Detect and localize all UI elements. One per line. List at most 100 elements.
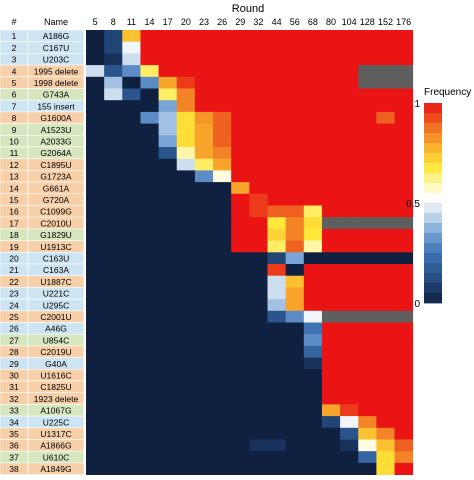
heatmap-cell <box>321 287 341 300</box>
heatmap-cell <box>267 369 287 382</box>
heatmap-cell <box>376 65 395 78</box>
heatmap-cell <box>249 88 268 101</box>
heatmap-cell <box>140 123 159 136</box>
colorbar-swatch <box>424 123 442 134</box>
heatmap-cell <box>213 416 232 429</box>
heatmap-cell <box>394 240 414 253</box>
heatmap-cell <box>176 100 196 113</box>
heatmap-cell <box>249 123 268 136</box>
heatmap-cell <box>104 147 123 160</box>
heatmap-cell <box>213 299 232 312</box>
heatmap-cell <box>104 334 123 347</box>
heatmap-cell <box>303 462 323 475</box>
heatmap-cell <box>376 404 395 417</box>
heatmap-cell <box>376 100 395 113</box>
heatmap-cell <box>303 275 323 288</box>
heatmap-cell <box>194 217 214 230</box>
heatmap-cell <box>267 357 287 370</box>
heatmap-cell <box>86 30 105 43</box>
heatmap-cell <box>285 147 305 160</box>
heatmap-cell <box>267 404 287 417</box>
heatmap-cell <box>86 88 105 101</box>
heatmap-cell <box>394 264 414 277</box>
row-index: 27 <box>9 335 19 345</box>
heatmap-cell <box>394 65 414 78</box>
heatmap-cell <box>140 147 159 160</box>
heatmap-cell <box>267 182 287 195</box>
heatmap-cell <box>158 182 178 195</box>
heatmap-cell <box>358 193 377 206</box>
heatmap-cell <box>86 322 105 335</box>
heatmap-cell <box>158 381 178 394</box>
row-index: 5 <box>12 78 17 88</box>
heatmap-cell <box>158 30 178 43</box>
heatmap-cell <box>267 299 287 312</box>
heatmap-cell <box>340 287 359 300</box>
heatmap-cell <box>249 252 268 265</box>
heatmap-cell <box>158 100 178 113</box>
row-index: 35 <box>9 429 19 439</box>
heatmap-cell <box>285 345 305 358</box>
heatmap-cell <box>176 416 196 429</box>
heatmap-cell <box>340 334 359 347</box>
colorbar-swatch <box>424 183 442 194</box>
heatmap-cell <box>303 65 323 78</box>
heatmap-cell <box>340 135 359 148</box>
row-index: 8 <box>12 113 17 123</box>
heatmap-cell <box>285 88 305 101</box>
heatmap-cell <box>358 275 377 288</box>
heatmap-cell <box>231 310 250 323</box>
heatmap-cell <box>358 287 377 300</box>
heatmap-cell <box>340 217 359 230</box>
heatmap-cell <box>194 205 214 218</box>
heatmap-cell <box>140 205 159 218</box>
heatmap-cell <box>303 228 323 241</box>
heatmap-cell <box>249 345 268 358</box>
heatmap-cell <box>213 462 232 475</box>
heatmap-cell <box>249 30 268 43</box>
heatmap-cell <box>194 345 214 358</box>
heatmap-cell <box>176 357 196 370</box>
heatmap-cell <box>122 275 141 288</box>
row-name: C163U <box>43 254 69 264</box>
heatmap-cell <box>176 240 196 253</box>
heatmap-cell <box>213 334 232 347</box>
heatmap-cell <box>122 158 141 171</box>
heatmap-cell <box>394 451 414 464</box>
heatmap-cell <box>213 158 232 171</box>
heatmap-cell <box>321 322 341 335</box>
row-name: C1099G <box>40 207 72 217</box>
heatmap-cell <box>104 135 123 148</box>
heatmap-cell <box>140 182 159 195</box>
heatmap-cell <box>231 123 250 136</box>
colorbar-swatch <box>424 193 442 204</box>
heatmap-cell <box>285 299 305 312</box>
heatmap-cell <box>86 392 105 405</box>
heatmap-cell <box>194 30 214 43</box>
heatmap-cell <box>122 170 141 183</box>
heatmap-cell <box>249 65 268 78</box>
heatmap-cell <box>267 30 287 43</box>
heatmap-cell <box>321 53 341 66</box>
heatmap-cell <box>285 217 305 230</box>
row-name: 155 insert <box>37 101 75 111</box>
heatmap-cell <box>158 205 178 218</box>
heatmap-cell <box>104 158 123 171</box>
heatmap-cell <box>267 381 287 394</box>
heatmap-cell <box>176 111 196 124</box>
column-label: 152 <box>378 17 393 27</box>
heatmap-cell <box>267 322 287 335</box>
heatmap-cell <box>122 65 141 78</box>
heatmap-cell <box>122 381 141 394</box>
row-index: 36 <box>9 441 19 451</box>
heatmap-cell <box>122 100 141 113</box>
heatmap-cell <box>249 439 268 452</box>
heatmap-cell <box>285 322 305 335</box>
heatmap-cell <box>104 427 123 440</box>
heatmap-cell <box>86 158 105 171</box>
row-name: 1923 delete <box>34 394 79 404</box>
row-index: 33 <box>9 406 19 416</box>
column-label: 26 <box>217 17 227 27</box>
column-label: 176 <box>396 17 411 27</box>
heatmap-cell <box>158 193 178 206</box>
